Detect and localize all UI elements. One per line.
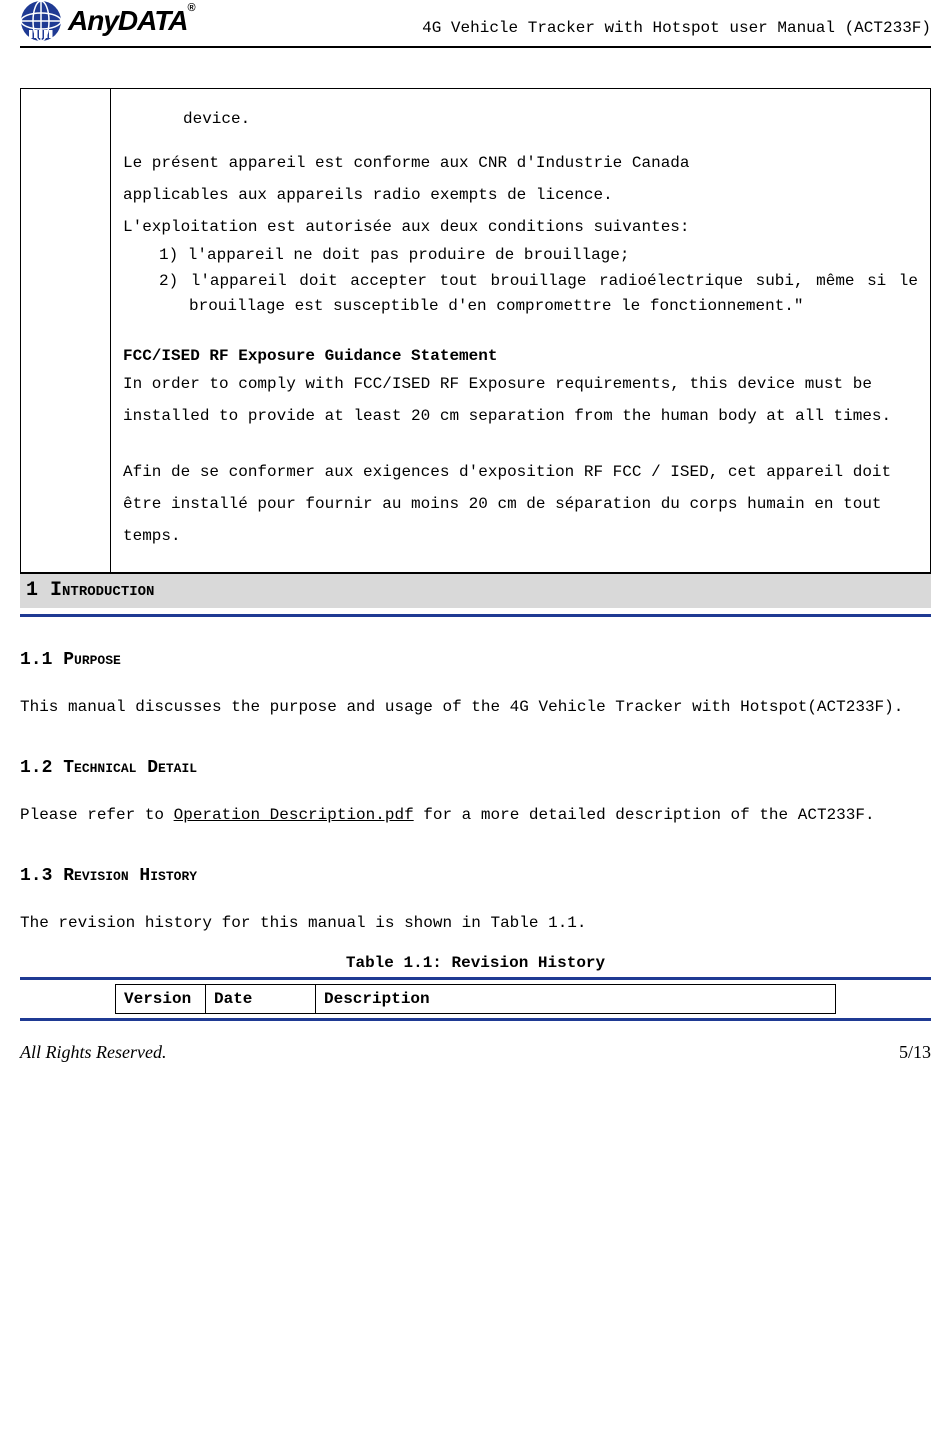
subsection-1-2-heading: 1.2 Technical Detail	[20, 755, 931, 782]
english-exposure-paragraph: In order to comply with FCC/ISED RF Expo…	[123, 368, 918, 432]
column-header-version: Version	[116, 985, 206, 1014]
column-header-date: Date	[206, 985, 316, 1014]
table-caption: Table 1.1: Revision History	[20, 951, 931, 975]
section-1-heading: 1 Introduction	[20, 573, 931, 608]
document-title: 4G Vehicle Tracker with Hotspot user Man…	[422, 16, 931, 42]
page-header: AnyDATA® 4G Vehicle Tracker with Hotspot…	[20, 0, 931, 48]
list-item: 1) l'appareil ne doit pas produire de br…	[159, 243, 918, 269]
purpose-paragraph: This manual discusses the purpose and us…	[20, 690, 931, 725]
subsection-1-1-heading: 1.1 Purpose	[20, 647, 931, 674]
table-bottom-rule	[20, 1018, 931, 1021]
device-line: device.	[183, 107, 918, 131]
rights-reserved: All Rights Reserved.	[20, 1039, 166, 1066]
list-item: 2) l'appareil doit accepter tout brouill…	[159, 269, 918, 320]
operation-description-link: Operation Description.pdf	[174, 806, 414, 824]
revision-history-paragraph: The revision history for this manual is …	[20, 906, 931, 941]
revision-history-table: Version Date Description	[115, 984, 836, 1014]
exposure-heading: FCC/ISED RF Exposure Guidance Statement	[123, 344, 918, 368]
page-number: 5/13	[899, 1039, 931, 1066]
logo: AnyDATA®	[20, 0, 195, 42]
french-conditions-list: 1) l'appareil ne doit pas produire de br…	[159, 243, 918, 320]
table-top-rule	[20, 977, 931, 980]
registered-mark: ®	[188, 2, 195, 14]
logo-text: AnyDATA®	[68, 0, 195, 42]
french-exposure-paragraph: Afin de se conformer aux exigences d'exp…	[123, 456, 918, 552]
french-intro: Le présent appareil est conforme aux CNR…	[123, 147, 918, 243]
globe-icon	[20, 0, 62, 42]
technical-detail-paragraph: Please refer to Operation Description.pd…	[20, 798, 931, 833]
section-rule	[20, 614, 931, 617]
subsection-1-3-heading: 1.3 Revision History	[20, 863, 931, 890]
page-footer: All Rights Reserved. 5/13	[20, 1039, 931, 1066]
column-header-description: Description	[316, 985, 836, 1014]
notice-box: device. Le présent appareil est conforme…	[20, 88, 931, 573]
